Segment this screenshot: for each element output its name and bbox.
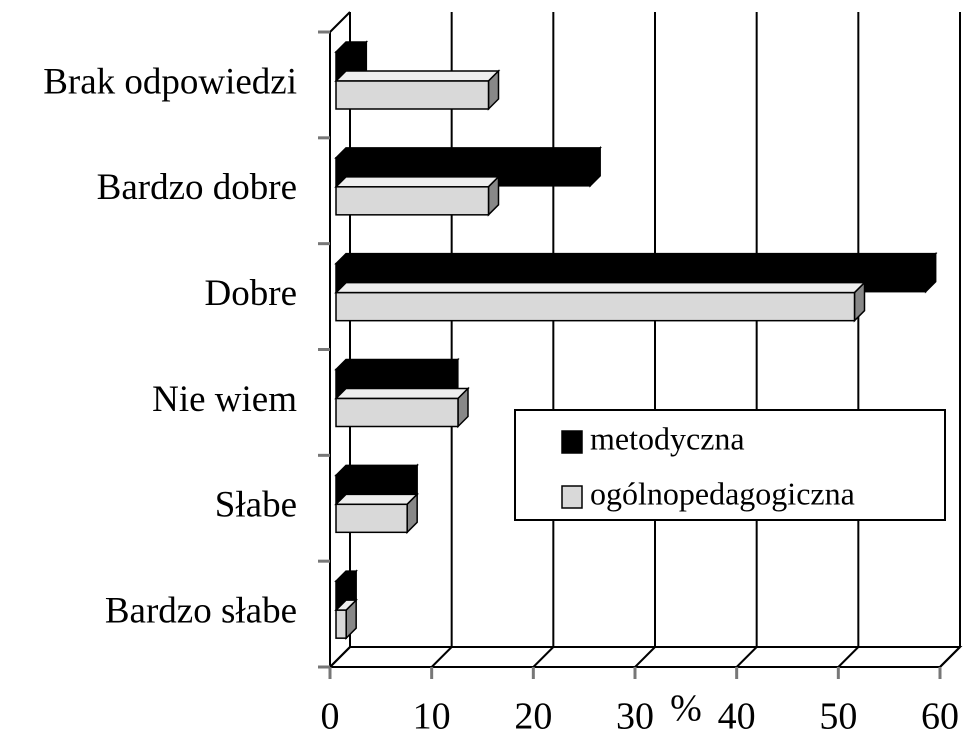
category-label: Nie wiem bbox=[152, 379, 297, 420]
bar bbox=[334, 598, 358, 640]
bar-front bbox=[335, 80, 490, 110]
bar-front bbox=[335, 291, 856, 322]
bar-top bbox=[334, 70, 501, 82]
bar bbox=[334, 146, 602, 188]
bar-top bbox=[334, 387, 470, 400]
x-tick-label: 30 bbox=[616, 696, 654, 738]
floor-grid-line bbox=[634, 646, 656, 668]
floor-grid-line bbox=[837, 646, 860, 668]
legend-box bbox=[514, 409, 946, 521]
legend-label: metodyczna bbox=[590, 420, 745, 456]
bar-front bbox=[335, 503, 408, 534]
floor-grid-line bbox=[735, 646, 758, 668]
bar-front bbox=[335, 609, 347, 639]
floor-grid-line bbox=[329, 646, 351, 668]
x-tick-label: 20 bbox=[514, 696, 552, 738]
bar bbox=[334, 69, 501, 111]
bar-top bbox=[334, 493, 419, 506]
bar-front bbox=[335, 397, 459, 428]
legend-label: ogólnopedagogiczna bbox=[590, 475, 855, 511]
category-label: Bardzo słabe bbox=[105, 591, 297, 632]
bar-front bbox=[335, 186, 490, 216]
floor-grid-line bbox=[430, 646, 453, 668]
x-tick-label: 10 bbox=[413, 696, 451, 738]
legend-swatch bbox=[561, 430, 583, 454]
bar-top bbox=[334, 358, 460, 371]
bar bbox=[334, 280, 867, 323]
category-label: Dobre bbox=[205, 273, 297, 314]
x-axis-label: % bbox=[670, 688, 702, 730]
y-axis-top bbox=[329, 11, 351, 33]
bar-top bbox=[334, 252, 938, 265]
bar-top bbox=[334, 176, 501, 188]
bar-top bbox=[334, 281, 867, 294]
x-tick-label: 40 bbox=[718, 696, 756, 738]
x-tick-label: 50 bbox=[819, 696, 857, 738]
category-label: Słabe bbox=[215, 485, 297, 526]
x-tick-label: 60 bbox=[921, 696, 959, 738]
bar bbox=[334, 386, 470, 429]
category-label: Brak odpowiedzi bbox=[43, 61, 297, 102]
floor-grid-line bbox=[532, 646, 555, 668]
category-label: Bardzo dobre bbox=[97, 167, 297, 208]
bar bbox=[334, 175, 501, 217]
bar bbox=[334, 492, 419, 535]
bar-top bbox=[334, 464, 419, 477]
legend-swatch bbox=[561, 485, 583, 509]
floor-grid-line bbox=[939, 646, 961, 668]
x-tick-label: 0 bbox=[321, 696, 340, 738]
bar-top bbox=[334, 147, 602, 159]
